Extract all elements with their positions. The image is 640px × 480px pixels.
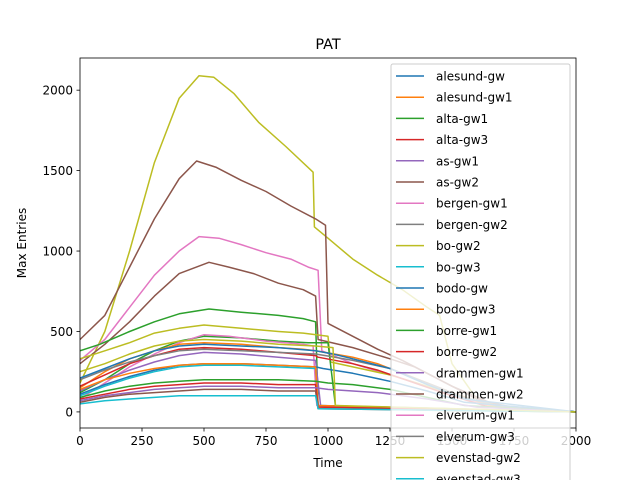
- legend-label: elverum-gw1: [436, 409, 515, 423]
- legend-label: alta-gw1: [436, 112, 488, 126]
- legend-label: bo-gw3: [436, 260, 481, 274]
- legend-label: as-gw2: [436, 176, 479, 190]
- legend-items: alesund-gw alesund-gw1 alta-gw1 alta-gw3 as-…: [396, 70, 524, 480]
- legend-label: drammen-gw1: [436, 366, 524, 380]
- y-axis-label: Max Entries: [15, 208, 29, 278]
- legend-label: bodo-gw3: [436, 303, 496, 317]
- series-line-22: [80, 338, 576, 413]
- legend-label: bergen-gw2: [436, 218, 508, 232]
- legend-label: drammen-gw2: [436, 388, 524, 402]
- y-tick-label: 2000: [42, 84, 73, 98]
- legend-label: as-gw1: [436, 154, 479, 168]
- legend-box: [390, 63, 571, 480]
- legend-label: bodo-gw: [436, 282, 488, 296]
- x-tick-label: 1000: [313, 434, 344, 448]
- legend-label: evenstad-gw3: [436, 472, 521, 480]
- legend-label: borre-gw2: [436, 345, 497, 359]
- legend: alesund-gw alesund-gw1 alta-gw1 alta-gw3 as-…: [390, 63, 571, 480]
- y-axis: 0 500 1000 1500 2000: [42, 84, 80, 419]
- y-tick-label: 500: [50, 325, 73, 339]
- legend-label: evenstad-gw2: [436, 451, 521, 465]
- x-tick-label: 750: [255, 434, 278, 448]
- legend-label: borre-gw1: [436, 324, 497, 338]
- series-line-15: [80, 362, 576, 413]
- y-tick-label: 1500: [42, 164, 73, 178]
- x-axis-label: Time: [312, 456, 342, 470]
- chart-title: PAT: [315, 37, 340, 53]
- x-tick-label: 250: [131, 434, 154, 448]
- y-tick-label: 1000: [42, 245, 73, 259]
- series-line-20: [80, 395, 576, 413]
- legend-label: elverum-gw3: [436, 430, 515, 444]
- x-tick-label: 500: [193, 434, 216, 448]
- legend-label: bo-gw2: [436, 239, 481, 253]
- legend-label: alesund-gw: [436, 70, 505, 84]
- legend-label: bergen-gw1: [436, 197, 508, 211]
- y-tick-label: 0: [65, 405, 73, 419]
- legend-label: alta-gw3: [436, 133, 488, 147]
- legend-label: alesund-gw1: [436, 91, 513, 105]
- series-line-11: [80, 351, 576, 413]
- x-tick-label: 0: [76, 434, 84, 448]
